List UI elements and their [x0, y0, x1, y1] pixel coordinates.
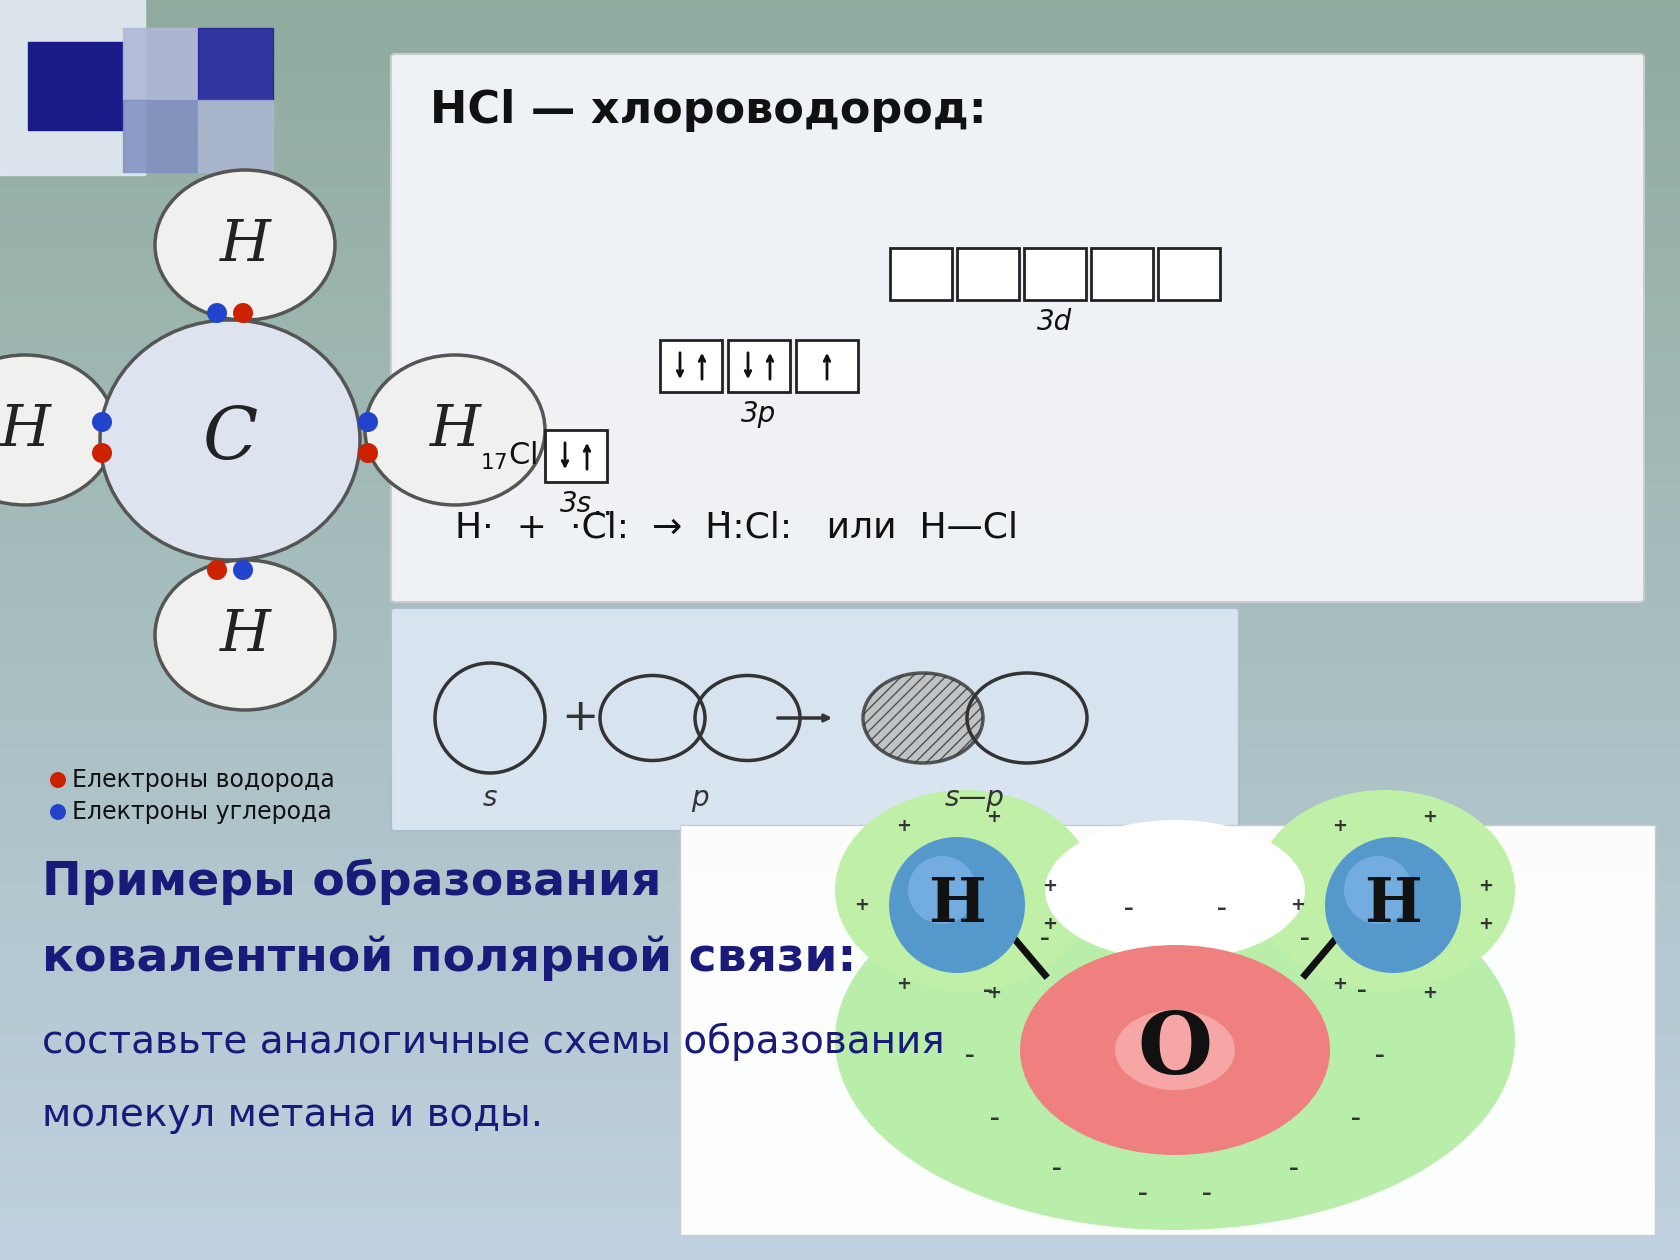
- Text: H: H: [927, 874, 986, 935]
- Text: s: s: [482, 784, 497, 811]
- Ellipse shape: [1020, 945, 1331, 1155]
- Circle shape: [92, 444, 113, 462]
- Text: H·  +  ·Ċl̇:  →  Ḣ:Cl:   или  H—Cl: H· + ·Ċl̇: → Ḣ:Cl: или H—Cl: [455, 512, 1018, 546]
- Text: –: –: [1052, 1159, 1062, 1178]
- Text: молекул метана и воды.: молекул метана и воды.: [42, 1096, 543, 1134]
- Text: H: H: [220, 607, 270, 663]
- Circle shape: [234, 559, 254, 580]
- Ellipse shape: [1255, 790, 1515, 990]
- Text: C: C: [202, 404, 257, 475]
- Text: +: +: [897, 816, 912, 835]
- Text: s—p: s—p: [946, 784, 1005, 811]
- Bar: [727, 340, 790, 392]
- Text: +: +: [1043, 877, 1058, 895]
- Circle shape: [50, 804, 66, 820]
- Text: H: H: [0, 402, 50, 459]
- Text: –: –: [1351, 1110, 1361, 1129]
- Text: –: –: [990, 1110, 1000, 1129]
- Circle shape: [889, 837, 1025, 973]
- Text: –: –: [1357, 982, 1368, 1000]
- Text: –: –: [1124, 900, 1134, 919]
- Bar: [198, 100, 272, 173]
- Text: H: H: [430, 402, 480, 459]
- Text: +: +: [1478, 915, 1494, 932]
- Ellipse shape: [0, 355, 114, 505]
- Bar: [544, 430, 606, 483]
- Bar: [123, 28, 198, 100]
- Bar: [890, 248, 953, 300]
- Text: 3s: 3s: [559, 490, 591, 518]
- Text: +: +: [1332, 975, 1347, 993]
- Text: –: –: [1137, 1183, 1147, 1203]
- Text: H: H: [220, 217, 270, 273]
- Bar: [1158, 248, 1220, 300]
- Bar: [123, 100, 198, 173]
- Text: 3p: 3p: [741, 399, 776, 428]
- Text: +: +: [1332, 816, 1347, 835]
- Text: 3d: 3d: [1037, 307, 1072, 336]
- Ellipse shape: [864, 673, 983, 764]
- Ellipse shape: [835, 790, 1095, 990]
- Text: ковалентной полярной связи:: ковалентной полярной связи:: [42, 935, 857, 980]
- Text: +: +: [561, 697, 598, 740]
- Text: –: –: [983, 982, 993, 1000]
- FancyBboxPatch shape: [680, 825, 1655, 1235]
- Circle shape: [207, 559, 227, 580]
- Text: –: –: [1289, 1159, 1299, 1178]
- Ellipse shape: [365, 355, 544, 505]
- Text: –: –: [1374, 1046, 1384, 1065]
- Ellipse shape: [155, 170, 334, 320]
- Ellipse shape: [1045, 820, 1305, 960]
- Bar: [660, 340, 722, 392]
- Text: –: –: [966, 1046, 974, 1065]
- Text: –: –: [1300, 929, 1310, 948]
- Circle shape: [92, 412, 113, 432]
- FancyBboxPatch shape: [391, 54, 1645, 602]
- Text: HCl — хлороводород:: HCl — хлороводород:: [430, 88, 986, 131]
- Text: –: –: [1203, 1183, 1211, 1203]
- Text: +: +: [855, 896, 870, 913]
- Circle shape: [207, 302, 227, 323]
- Text: +: +: [1043, 915, 1058, 932]
- Text: +: +: [1290, 896, 1305, 913]
- Text: –: –: [1040, 929, 1050, 948]
- Bar: [958, 248, 1020, 300]
- Text: составьте аналогичные схемы образования: составьте аналогичные схемы образования: [42, 1023, 944, 1061]
- Text: –: –: [1216, 900, 1226, 919]
- Bar: [0, 0, 144, 175]
- Circle shape: [358, 444, 378, 462]
- Circle shape: [1344, 856, 1411, 924]
- Text: +: +: [986, 984, 1001, 1002]
- Text: +: +: [1478, 877, 1494, 895]
- Text: +: +: [986, 808, 1001, 827]
- Text: +: +: [1421, 984, 1436, 1002]
- Text: H: H: [1364, 874, 1421, 935]
- Ellipse shape: [155, 559, 334, 709]
- Text: Електроны углерода: Електроны углерода: [72, 800, 331, 824]
- Bar: [29, 42, 123, 130]
- Text: +: +: [1421, 808, 1436, 827]
- Text: $_{17}$Cl: $_{17}$Cl: [480, 440, 538, 472]
- FancyBboxPatch shape: [391, 609, 1240, 832]
- Bar: [796, 340, 858, 392]
- Text: Примеры образования: Примеры образования: [42, 859, 662, 905]
- Circle shape: [907, 856, 976, 924]
- Circle shape: [1326, 837, 1462, 973]
- Circle shape: [234, 302, 254, 323]
- Circle shape: [50, 772, 66, 788]
- Bar: [198, 28, 272, 100]
- Bar: [1090, 248, 1152, 300]
- Circle shape: [358, 412, 378, 432]
- Text: Електроны водорода: Електроны водорода: [72, 769, 334, 793]
- Text: O: O: [1137, 1008, 1213, 1092]
- Text: p: p: [690, 784, 709, 811]
- Ellipse shape: [101, 320, 360, 559]
- Ellipse shape: [835, 850, 1515, 1230]
- Ellipse shape: [1116, 1011, 1235, 1090]
- Bar: [1025, 248, 1085, 300]
- Text: +: +: [897, 975, 912, 993]
